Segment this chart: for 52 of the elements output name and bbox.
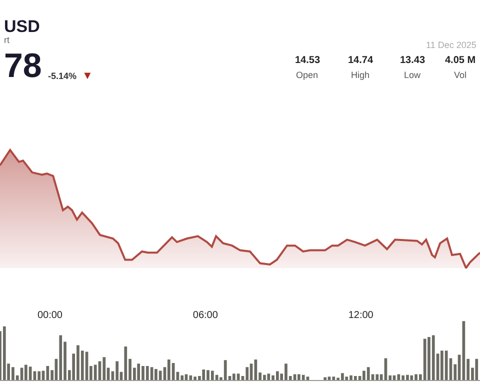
bar bbox=[332, 376, 336, 380]
bar bbox=[94, 364, 97, 380]
bar bbox=[158, 370, 162, 380]
bar bbox=[102, 357, 106, 380]
bar bbox=[410, 375, 414, 380]
bar bbox=[475, 358, 478, 380]
bar bbox=[180, 375, 184, 380]
text: 13.43 bbox=[400, 55, 426, 66]
bar bbox=[46, 366, 50, 380]
bar bbox=[366, 367, 370, 380]
bar bbox=[324, 377, 327, 380]
bar bbox=[254, 359, 258, 380]
text: 14.53 bbox=[295, 55, 320, 66]
x-tick-label: 06:00 bbox=[192, 310, 218, 322]
bar bbox=[302, 374, 305, 380]
bar bbox=[267, 374, 270, 380]
bar bbox=[224, 360, 227, 380]
text: High bbox=[351, 70, 370, 80]
text: Vol bbox=[454, 70, 467, 80]
text: 11 Dec 2025 bbox=[426, 40, 476, 50]
text: ▼ bbox=[82, 70, 93, 82]
bar bbox=[215, 374, 218, 380]
bar bbox=[146, 366, 149, 380]
bar bbox=[137, 364, 140, 380]
bar bbox=[354, 376, 357, 380]
bar bbox=[167, 359, 170, 380]
bar bbox=[376, 374, 379, 380]
bar bbox=[24, 364, 28, 380]
bar bbox=[202, 370, 206, 380]
text: 14.74 bbox=[348, 55, 374, 66]
x-tick-label: 12:00 bbox=[348, 310, 374, 322]
text: 78 bbox=[4, 47, 42, 85]
chart-title: USD bbox=[4, 17, 40, 36]
bar bbox=[246, 367, 249, 380]
bar bbox=[189, 375, 192, 380]
bar bbox=[124, 346, 128, 380]
bar bbox=[345, 376, 348, 380]
bar bbox=[423, 338, 426, 380]
bar bbox=[116, 361, 119, 380]
bar bbox=[59, 335, 62, 380]
text: -5.14% bbox=[48, 71, 77, 81]
bar bbox=[397, 374, 400, 380]
text: 4.05 M bbox=[445, 55, 476, 66]
text: Low bbox=[404, 70, 422, 80]
chart-subtitle: rt bbox=[4, 35, 10, 45]
x-tick-label: 00:00 bbox=[37, 310, 63, 322]
bar bbox=[2, 326, 6, 380]
bar bbox=[432, 335, 435, 380]
bar bbox=[38, 371, 41, 380]
text: Open bbox=[296, 70, 318, 80]
bar bbox=[444, 350, 448, 380]
bar bbox=[236, 374, 240, 380]
